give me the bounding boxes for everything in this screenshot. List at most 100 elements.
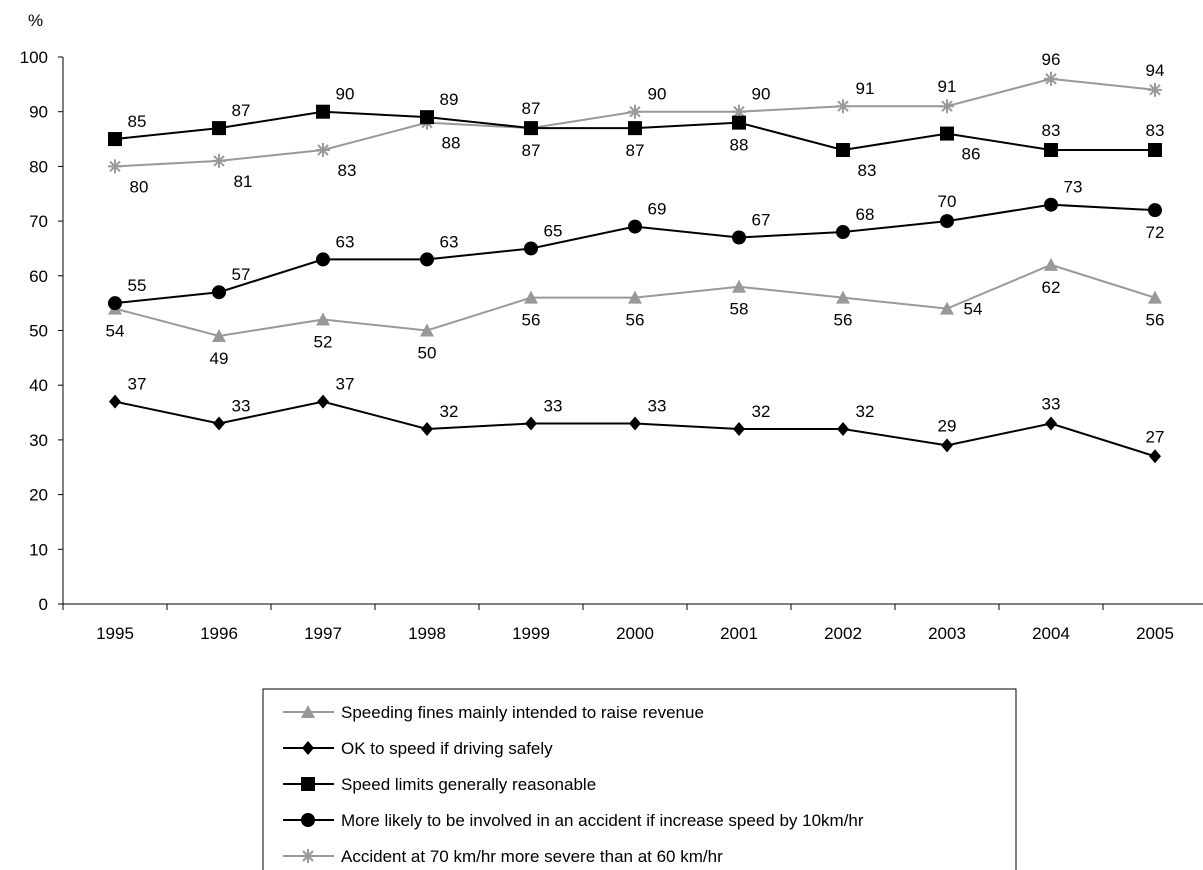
data-label: 83 (858, 161, 877, 180)
legend-label: Speed limits generally reasonable (341, 775, 596, 794)
legend-marker (301, 849, 315, 863)
legend-marker (302, 741, 314, 755)
data-label: 91 (856, 79, 875, 98)
legend-item: Accident at 70 km/hr more severe than at… (283, 847, 723, 866)
data-label: 81 (234, 172, 253, 191)
data-point (1045, 416, 1057, 431)
y-tick-label: 40 (29, 376, 48, 395)
data-point (316, 104, 330, 119)
data-label: 52 (314, 333, 333, 352)
data-point (940, 301, 954, 315)
legend-label: Accident at 70 km/hr more severe than at… (341, 847, 723, 866)
data-point (628, 104, 642, 119)
x-tick-label: 2004 (1032, 624, 1070, 643)
data-point (732, 115, 746, 130)
x-tick-label: 2002 (824, 624, 862, 643)
series-2 (109, 394, 1161, 464)
x-tick-label: 1999 (512, 624, 550, 643)
data-point (732, 104, 746, 119)
data-point (212, 328, 226, 342)
data-point (1148, 142, 1162, 157)
data-label: 56 (626, 311, 645, 330)
legend-marker (301, 705, 315, 718)
data-label: 58 (730, 300, 749, 319)
data-label: 32 (752, 402, 771, 421)
data-point (941, 438, 953, 453)
data-label: 67 (752, 211, 771, 230)
data-label: 88 (730, 136, 749, 155)
legend-marker (301, 777, 315, 791)
y-tick-label: 100 (20, 48, 48, 67)
data-point (1044, 257, 1058, 271)
data-label: 50 (418, 344, 437, 363)
data-label: 65 (544, 221, 563, 240)
data-point (213, 416, 225, 431)
data-label: 63 (440, 232, 459, 251)
data-point (316, 142, 330, 157)
data-point (1044, 71, 1058, 86)
data-point (628, 121, 642, 136)
data-point (524, 121, 538, 136)
y-tick-label: 20 (29, 486, 48, 505)
data-label: 37 (128, 375, 147, 394)
data-point (421, 421, 433, 436)
data-point (525, 416, 537, 431)
legend-item: More likely to be involved in an acciden… (283, 811, 864, 830)
data-label: 73 (1064, 178, 1083, 197)
data-label: 86 (962, 145, 981, 164)
x-tick-label: 1997 (304, 624, 342, 643)
data-label: 90 (336, 85, 355, 104)
data-point (836, 142, 850, 157)
data-point (629, 416, 641, 431)
x-tick-label: 2005 (1136, 624, 1174, 643)
x-tick-label: 1995 (96, 624, 134, 643)
legend-box (262, 688, 1017, 870)
data-label: 57 (232, 265, 251, 284)
legend-item: Speed limits generally reasonable (283, 775, 596, 794)
y-tick-label: 10 (29, 540, 48, 559)
data-label: 91 (938, 77, 957, 96)
data-label: 49 (210, 349, 229, 368)
series-4 (108, 197, 1162, 311)
y-tick-label: 70 (29, 212, 48, 231)
y-tick-label: 90 (29, 103, 48, 122)
data-point (1149, 449, 1161, 464)
data-label: 83 (1146, 121, 1165, 140)
data-label: 87 (522, 99, 541, 118)
data-point (1044, 197, 1058, 212)
legend-label: Speeding fines mainly intended to raise … (341, 703, 704, 722)
data-point (317, 394, 329, 409)
series-group (108, 71, 1162, 464)
data-point (316, 252, 330, 267)
y-tick-label: 60 (29, 267, 48, 286)
y-tick-label: 80 (29, 157, 48, 176)
data-label: 69 (648, 200, 667, 219)
data-point (1148, 82, 1162, 97)
data-label: 80 (130, 177, 149, 196)
data-label: 27 (1146, 427, 1165, 446)
data-point (732, 279, 746, 293)
data-label: 63 (336, 232, 355, 251)
data-point (108, 296, 122, 311)
data-label: 56 (522, 311, 541, 330)
y-tick-label: 50 (29, 322, 48, 341)
legend: Speeding fines mainly intended to raise … (262, 688, 1017, 870)
x-tick-label: 2003 (928, 624, 966, 643)
data-point (1148, 203, 1162, 218)
data-point (940, 126, 954, 141)
data-label: 70 (938, 192, 957, 211)
data-point (837, 421, 849, 436)
data-label: 29 (938, 416, 957, 435)
data-point (1148, 290, 1162, 304)
data-label: 33 (232, 396, 251, 415)
legend-marker (301, 813, 315, 827)
x-tick-label: 2001 (720, 624, 758, 643)
data-label: 83 (1042, 121, 1061, 140)
data-point (212, 153, 226, 168)
x-tick-label: 1998 (408, 624, 446, 643)
data-labels: 54 49 52 50 56 56 58 56 54 62 56 37 33 37 32 33 33 32 32 29… (106, 50, 1165, 446)
data-label: 87 (626, 141, 645, 160)
x-tick-label: 1996 (200, 624, 238, 643)
data-label: 85 (128, 112, 147, 131)
